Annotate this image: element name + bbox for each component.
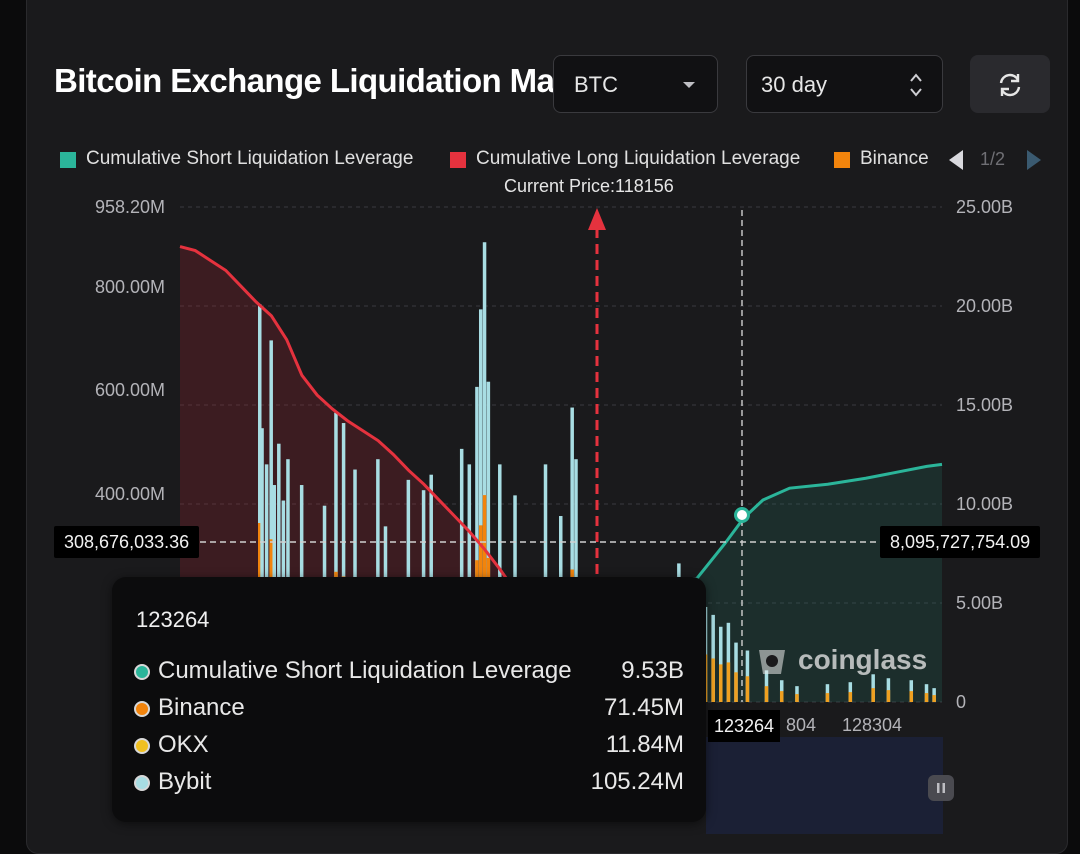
y-left-tick-label: 600.00M <box>95 380 165 400</box>
tooltip-item-name: Cumulative Short Liquidation Leverage <box>158 657 572 684</box>
tooltip-item-name: Bybit <box>158 768 212 795</box>
tooltip-dot <box>134 664 150 680</box>
y-right-tick-label: 10.00B <box>956 494 1013 514</box>
legend-swatch <box>450 152 466 168</box>
watermark-text: coinglass <box>798 644 928 675</box>
bybit-bar <box>825 684 830 702</box>
y-left-tick-label: 800.00M <box>95 277 165 297</box>
tooltip-item-name: OKX <box>158 731 209 758</box>
tooltip-item-value: 71.45M <box>603 694 684 721</box>
binance-bar <box>764 686 769 702</box>
tooltip-title: 123264 <box>136 607 210 632</box>
short-area <box>686 464 942 702</box>
page-title: Bitcoin Exchange Liquidation Map <box>54 62 574 99</box>
y-left-tick-label: 400.00M <box>95 484 165 504</box>
y-right-tick-label: 15.00B <box>956 395 1013 415</box>
next-page-icon[interactable] <box>1025 149 1043 171</box>
binance-bar <box>726 662 731 702</box>
tooltip-item-value: 105.24M <box>590 768 684 795</box>
binance-bar <box>871 688 875 702</box>
pause-icon <box>937 783 945 793</box>
binance-bar <box>795 694 799 702</box>
legend-swatch <box>834 152 850 168</box>
coin-select-value: BTC <box>574 72 618 97</box>
binance-bar <box>779 691 784 702</box>
chart-legend: Cumulative Short Liquidation Leverage Cu… <box>60 146 930 174</box>
y-left-tick-label: 958.20M <box>95 197 165 217</box>
bybit-bar <box>486 381 491 702</box>
up-down-arrows-icon <box>910 73 922 97</box>
legend-label: Cumulative Long Liquidation Leverage <box>476 148 801 169</box>
period-select[interactable]: 30 day <box>746 55 943 113</box>
bybit-bar <box>924 684 929 702</box>
bybit-bar <box>260 428 264 702</box>
binance-bar <box>924 693 929 702</box>
y-right-tick-label: 5.00B <box>956 593 1003 613</box>
legend-pager: 1/2 <box>945 146 1045 174</box>
cumulative-short-line <box>685 462 943 593</box>
cumulative-long-line <box>179 245 528 608</box>
binance-bar <box>909 691 914 702</box>
tooltip-item-okx: OKX 11.84M <box>134 731 684 761</box>
tooltip-item-value: 11.84M <box>605 731 684 758</box>
pager-text: 1/2 <box>980 149 1006 169</box>
binance-bar <box>932 695 936 702</box>
tooltip-dot <box>134 701 150 717</box>
x-tick-label: 804 <box>786 715 816 735</box>
crosshair-point <box>734 507 750 523</box>
chart-tooltip: 123264 Cumulative Short Liquidation Leve… <box>112 577 706 822</box>
refresh-button[interactable] <box>970 55 1050 113</box>
y-right-tick-label: 20.00B <box>956 296 1013 316</box>
binance-bar <box>825 693 830 702</box>
current-price-arrow <box>588 208 606 230</box>
legend-label: Binance <box>860 148 929 169</box>
bybit-bar <box>570 407 574 702</box>
binance-bar <box>719 664 723 702</box>
bybit-bar <box>277 443 281 702</box>
binance-bar <box>734 672 738 702</box>
bybit-bar <box>341 423 346 702</box>
tooltip-item-binance: Binance 71.45M <box>134 694 684 724</box>
binance-bar <box>711 658 715 702</box>
tooltip-item-name: Binance <box>158 694 245 721</box>
y-right-tick-label: 0 <box>956 692 966 712</box>
binance-bar <box>745 676 750 702</box>
zoom-handle[interactable] <box>928 775 954 801</box>
coin-select[interactable]: BTC <box>553 55 718 113</box>
bybit-bar <box>459 448 464 702</box>
tooltip-dot <box>134 775 150 791</box>
bybit-bar <box>478 309 483 702</box>
bybit-bar <box>482 242 487 702</box>
refresh-icon <box>999 73 1021 97</box>
chart-zoom-area[interactable] <box>706 737 943 834</box>
legend-swatch <box>60 152 76 168</box>
binance-bar <box>848 692 853 702</box>
binance-bar <box>886 690 891 702</box>
bybit-bar <box>795 686 799 702</box>
x-tick-label: 128304 <box>842 715 902 735</box>
prev-page-icon[interactable] <box>947 149 965 171</box>
crosshair-left-value: 308,676,033.36 <box>54 526 200 558</box>
bybit-bar <box>258 304 262 702</box>
tooltip-item-cumulative-short: Cumulative Short Liquidation Leverage 9.… <box>134 657 684 687</box>
tooltip-dot <box>134 738 150 754</box>
crosshair-right-value: 8,095,727,754.09 <box>880 526 1041 558</box>
crosshair-x-value: 123264 <box>708 710 781 742</box>
bybit-bar <box>334 412 338 702</box>
chevron-down-icon <box>683 82 695 88</box>
y-right-tick-label: 25.00B <box>956 197 1013 217</box>
bybit-bar <box>269 340 273 702</box>
current-price-label: Current Price:118156 <box>504 176 674 196</box>
bybit-bar <box>475 386 479 702</box>
period-select-value: 30 day <box>761 72 828 97</box>
tooltip-item-bybit: Bybit 105.24M <box>134 768 684 798</box>
tooltip-item-value: 9.53B <box>621 657 684 684</box>
coinglass-logo-icon <box>759 650 785 674</box>
legend-label: Cumulative Short Liquidation Leverage <box>86 148 414 169</box>
